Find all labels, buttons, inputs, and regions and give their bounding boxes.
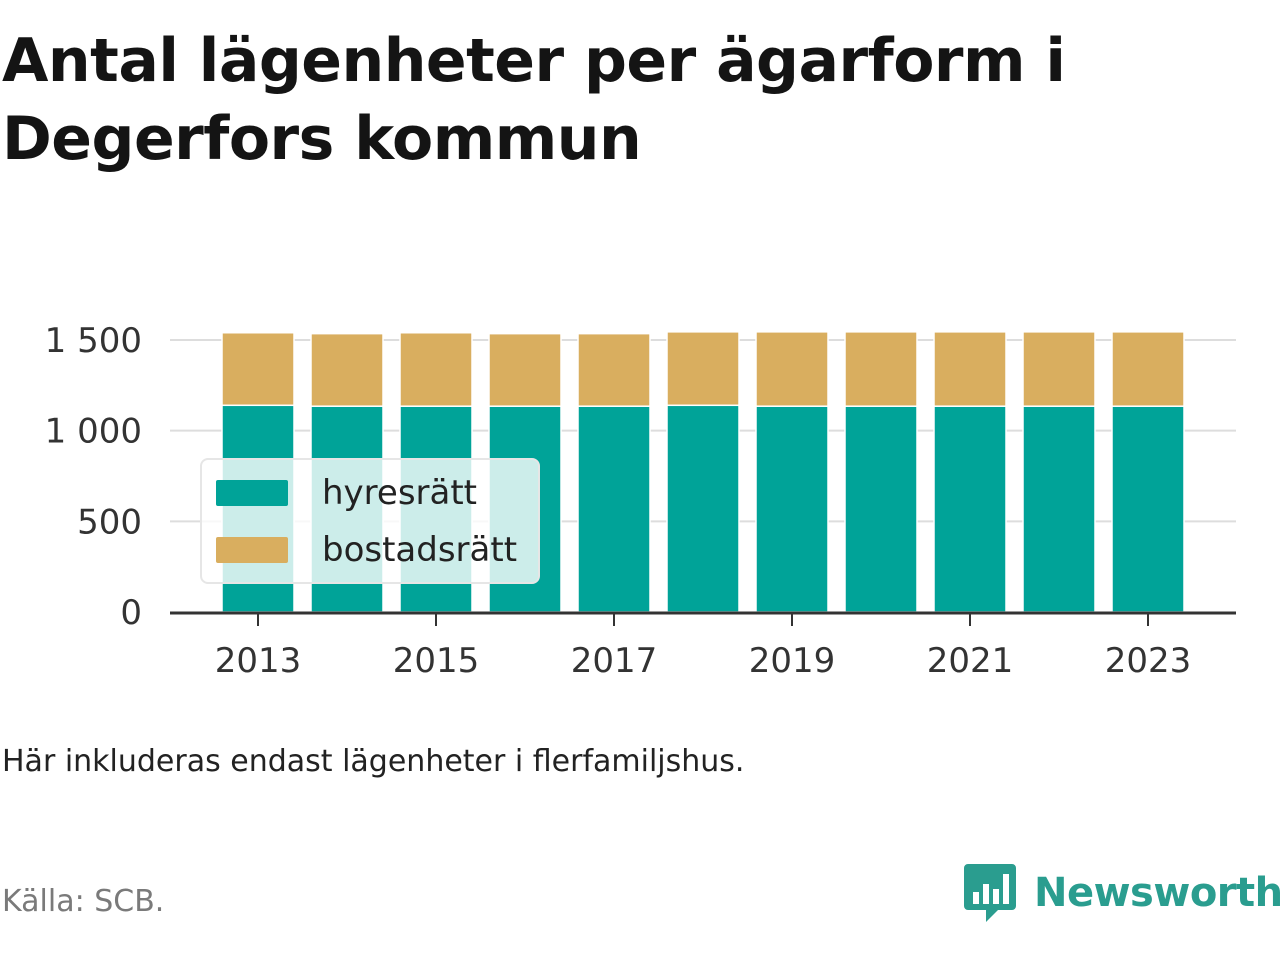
chart-note: Här inkluderas endast lägenheter i flerf… <box>2 744 745 779</box>
logo-bar-4 <box>1003 874 1009 904</box>
x-tick-label: 2017 <box>571 641 658 681</box>
bar-hyresratt-2020 <box>844 405 918 613</box>
y-tick-label: 500 <box>77 502 142 542</box>
legend-label-hyresratt: hyresrätt <box>322 473 478 513</box>
newsworthy-logo-icon <box>964 864 1016 922</box>
x-tick-label: 2013 <box>215 641 302 681</box>
bar-hyresratt-2022 <box>1022 405 1096 613</box>
bar-hyresratt-2018 <box>666 404 740 613</box>
legend-swatch-bostadsratt <box>216 537 288 563</box>
bar-bostadsratt-2023 <box>1111 331 1185 407</box>
newsworthy-brand[interactable]: Newsworthy <box>964 862 1280 924</box>
bar-hyresratt-2019 <box>755 405 829 613</box>
logo-bar-1 <box>973 892 979 904</box>
bar-bostadsratt-2022 <box>1022 331 1096 407</box>
x-tick-label: 2023 <box>1105 641 1192 681</box>
logo-bar-3 <box>993 889 999 904</box>
bar-hyresratt-2023 <box>1111 405 1185 613</box>
chart-title: Antal lägenheter per ägarform i Degerfor… <box>2 26 1066 174</box>
legend-swatch-hyresratt <box>216 480 288 506</box>
legend-label-bostadsratt: bostadsrätt <box>322 530 518 570</box>
y-tick-label: 1 500 <box>45 321 142 361</box>
bar-bostadsratt-2020 <box>844 331 918 407</box>
bar-bostadsratt-2019 <box>755 331 829 407</box>
bar-hyresratt-2021 <box>933 405 1007 613</box>
x-axis: 2013 2015 2017 2019 2021 2023 <box>170 611 1236 681</box>
bar-bostadsratt-2017 <box>577 332 651 407</box>
bar-bostadsratt-2021 <box>933 331 1007 407</box>
x-tick-label: 2015 <box>393 641 480 681</box>
bar-bostadsratt-2013 <box>221 331 295 407</box>
x-tick-label: 2019 <box>749 641 836 681</box>
y-axis-tick-labels: 0 500 1 000 1 500 <box>45 321 142 633</box>
bar-bostadsratt-2018 <box>666 331 740 407</box>
bar-bostadsratt-2014 <box>310 332 384 407</box>
y-tick-label: 0 <box>120 593 142 633</box>
legend: hyresrätt bostadsrätt <box>200 458 540 584</box>
legend-item-hyresratt: hyresrätt <box>216 473 477 513</box>
bar-chart: 0 500 1 000 1 500 2013 2015 2017 2019 2021 2023 <box>45 321 1236 681</box>
y-tick-label: 1 000 <box>45 412 142 452</box>
brand-name: Newsworthy <box>1034 870 1280 916</box>
bar-bostadsratt-2016 <box>488 332 562 407</box>
logo-bar-2 <box>983 884 989 904</box>
bar-hyresratt-2017 <box>577 405 651 613</box>
legend-item-bostadsratt: bostadsrätt <box>216 530 517 570</box>
x-tick-label: 2021 <box>927 641 1014 681</box>
bar-bostadsratt-2015 <box>399 331 473 407</box>
source-text: Källa: SCB. <box>2 884 165 919</box>
